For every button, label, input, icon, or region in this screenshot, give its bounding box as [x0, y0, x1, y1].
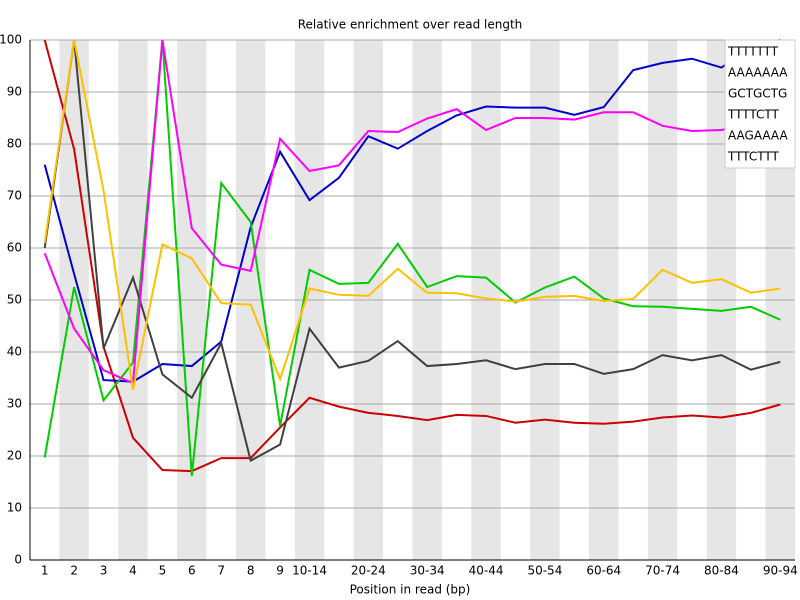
- y-tick-label: 90: [7, 85, 22, 99]
- series-line: [43, 39, 781, 463]
- x-tick-label: 9: [276, 564, 284, 578]
- series-line: [43, 39, 781, 473]
- y-tick-label: 20: [7, 449, 22, 463]
- y-tick-label: 50: [7, 293, 22, 307]
- series-line: [43, 39, 781, 383]
- y-tick-label: 40: [7, 345, 22, 359]
- x-tick-label: 60-64: [586, 564, 621, 578]
- x-tick-label: 10-14: [292, 564, 327, 578]
- x-tick-label: 4: [129, 564, 137, 578]
- legend-entry: TTTCTTT: [727, 150, 779, 164]
- legend-entry: AAAAAAA: [728, 66, 788, 80]
- x-tick-label: 5: [159, 564, 167, 578]
- y-tick-label: 70: [7, 189, 22, 203]
- legend-entry: TTTTCTT: [727, 108, 779, 122]
- x-tick-label: 6: [188, 564, 196, 578]
- legend-entry: AAGAAAA: [728, 129, 788, 143]
- x-tick-label: 20-24: [351, 564, 386, 578]
- x-tick-label: 50-54: [527, 564, 562, 578]
- legend-entry: TTTTTTT: [727, 45, 779, 59]
- x-tick-label: 3: [100, 564, 108, 578]
- x-tick-label: 70-74: [645, 564, 680, 578]
- series-line: [43, 39, 781, 391]
- y-tick-label: 0: [14, 553, 22, 567]
- x-tick-label: 8: [247, 564, 255, 578]
- y-tick-label: 10: [7, 501, 22, 515]
- y-tick-label: 80: [7, 137, 22, 151]
- y-tick-label: 60: [7, 241, 22, 255]
- x-tick-label: 2: [70, 564, 78, 578]
- series-line: [43, 39, 781, 385]
- x-axis-label: Position in read (bp): [350, 583, 471, 597]
- x-tick-label: 90-94: [763, 564, 798, 578]
- x-tick-label: 7: [217, 564, 225, 578]
- legend-entry: GCTGCTG: [728, 87, 787, 101]
- x-tick-label: 1: [41, 564, 49, 578]
- x-tick-label: 40-44: [469, 564, 504, 578]
- y-tick-label: 30: [7, 397, 22, 411]
- chart-title: Relative enrichment over read length: [298, 18, 523, 32]
- x-tick-label: 80-84: [704, 564, 739, 578]
- x-tick-label: 30-34: [410, 564, 445, 578]
- y-tick-label: 100: [0, 33, 22, 47]
- legend-box: [724, 39, 796, 169]
- series-line: [43, 39, 781, 476]
